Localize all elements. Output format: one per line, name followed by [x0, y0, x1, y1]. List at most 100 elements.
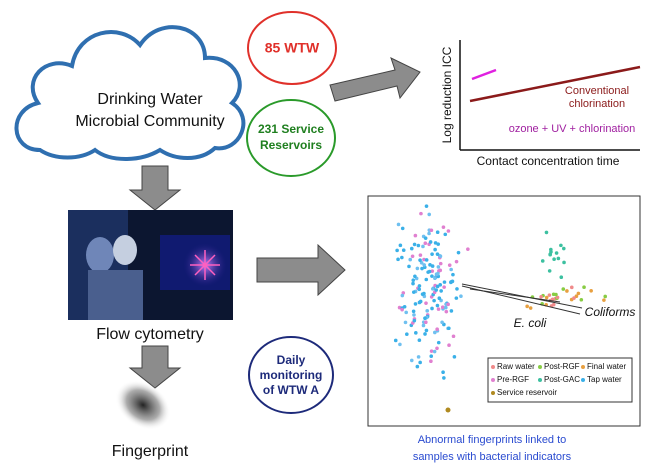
scatter-dot — [446, 408, 451, 413]
legend-swatch — [491, 365, 495, 369]
scatter-dot — [442, 376, 446, 380]
scatter-dot — [549, 248, 553, 252]
scatter-dot — [422, 324, 426, 328]
scatter-dot — [589, 289, 593, 293]
scatter-dot — [442, 225, 446, 229]
scatter-dot — [457, 251, 461, 255]
scatter-dot — [413, 243, 417, 247]
scatter-dot — [430, 228, 434, 232]
legend-swatch — [538, 378, 542, 382]
scatter-dot — [414, 234, 418, 238]
scatter-dot — [441, 370, 445, 374]
scatter-dot — [419, 253, 423, 257]
scatter-dot — [447, 229, 451, 233]
scatter-dot — [447, 326, 451, 330]
scatter-dot — [451, 280, 455, 284]
scatter-dot — [421, 245, 425, 249]
legend-label: Service reservoir — [497, 388, 557, 397]
scatter-dot — [442, 285, 446, 289]
scatter-dot — [559, 244, 563, 248]
scatter-dot — [422, 292, 426, 296]
scatter-dot — [424, 278, 428, 282]
scatter-dot — [404, 321, 408, 325]
scatter-dot — [411, 278, 415, 282]
scatter-dot — [436, 285, 440, 289]
scatter-dot — [428, 270, 432, 274]
badge-text: 85 WTW — [265, 40, 320, 56]
scatter-dot — [446, 303, 450, 307]
legend-swatch — [581, 365, 585, 369]
scatter-dot — [413, 319, 417, 323]
scatter-dot — [418, 361, 422, 365]
scatter-dot — [436, 230, 440, 234]
arrow — [330, 58, 420, 101]
scatter-dot — [562, 261, 566, 265]
scatter-dot — [437, 341, 441, 345]
scatter-dot — [404, 311, 408, 315]
scatter-dot — [419, 212, 423, 216]
scatter-dot — [555, 251, 559, 255]
scatter-dot — [455, 260, 459, 264]
scatter-dot — [439, 289, 443, 293]
legend-label: Final water — [587, 362, 626, 371]
scatter-dot — [545, 296, 549, 300]
scatter-dot — [410, 247, 414, 251]
scatter-dot — [433, 331, 437, 335]
photo-caption: Flow cytometry — [96, 326, 204, 343]
scatter-dot — [394, 339, 398, 343]
caption: samples with bacterial indicators — [413, 451, 572, 463]
scatter-dot — [397, 223, 401, 227]
arrow — [130, 166, 180, 210]
legend-label: Post-RGF — [544, 362, 580, 371]
axis-label: Contact concentration time — [477, 154, 620, 168]
scatter-dot — [430, 307, 434, 311]
legend-label: Tap water — [587, 375, 622, 384]
scatter-dot — [425, 309, 429, 313]
scatter-dot — [424, 241, 428, 245]
scatter-dot — [438, 296, 442, 300]
scatter-dot — [402, 248, 406, 252]
scatter-dot — [441, 305, 445, 309]
scatter-dot — [412, 309, 416, 313]
scatter-dot — [602, 298, 606, 302]
scatter-dot — [548, 293, 552, 297]
scatter-dot — [429, 354, 433, 358]
scatter-dot — [449, 268, 453, 272]
scatter-dot — [433, 350, 437, 354]
badge-text: monitoring — [260, 368, 323, 382]
legend-label: Post-GAC — [544, 375, 580, 384]
scatter-dot — [444, 306, 448, 310]
scatter-dot — [436, 304, 440, 308]
scatter-dot — [412, 290, 416, 294]
scatter-dot — [396, 258, 400, 262]
scatter-dot — [448, 263, 452, 267]
scatter-dot — [431, 287, 435, 291]
cloud-text: Drinking Water — [97, 91, 203, 108]
chart-label: chlorination — [569, 98, 625, 110]
scatter-dot — [424, 320, 428, 324]
scatter-dot — [451, 273, 455, 277]
scatter-dot — [559, 275, 563, 279]
scatter-dot — [427, 232, 431, 236]
scatter-dot — [435, 327, 439, 331]
scatter-dot — [428, 263, 432, 267]
legend-label: Pre-RGF — [497, 375, 529, 384]
scatter-dot — [565, 289, 569, 293]
scatter-dot — [429, 359, 433, 363]
scatter-dot — [445, 310, 449, 314]
scatter-dot — [577, 292, 581, 296]
scatter-dot — [562, 247, 566, 251]
axis-label: Log reduction ICC — [440, 46, 454, 143]
scatter-dot — [466, 247, 470, 251]
scatter-dot — [433, 248, 437, 252]
scatter-dot — [552, 257, 556, 261]
scatter-dot — [430, 349, 434, 353]
annotation: E. coli — [514, 316, 547, 330]
scatter-dot — [580, 298, 584, 302]
scatter-dot — [425, 258, 429, 262]
scatter-dot — [422, 263, 426, 267]
scatter-dot — [400, 308, 404, 312]
scatter-dot — [455, 287, 459, 291]
fingerprint-image — [106, 370, 180, 440]
scatter-dot — [436, 252, 440, 256]
